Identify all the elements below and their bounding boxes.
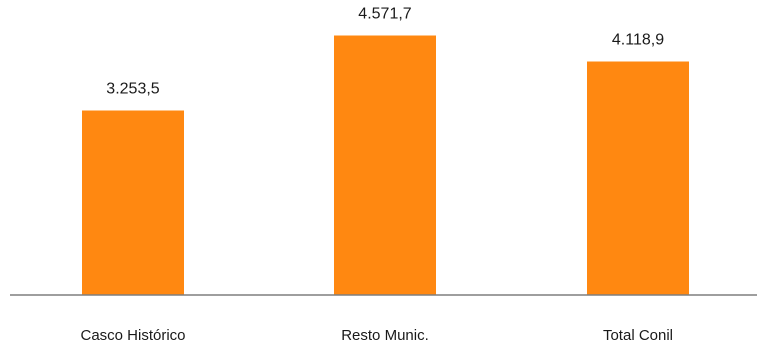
- data-label-2: 4.118,9: [612, 31, 664, 48]
- data-label-1: 4.571,7: [358, 6, 411, 23]
- bar-0: [82, 110, 184, 295]
- category-label-1: Resto Munic.: [341, 327, 429, 344]
- bar-1: [334, 35, 436, 295]
- bars-group: [82, 35, 689, 295]
- data-labels-group: 3.253,5 4.571,7 4.118,9: [106, 6, 664, 98]
- category-label-0: Casco Histórico: [80, 327, 185, 344]
- category-label-2: Total Conil: [603, 327, 673, 344]
- category-labels-group: Casco Histórico Resto Munic. Total Conil: [80, 327, 673, 344]
- data-label-0: 3.253,5: [106, 80, 159, 97]
- bar-2: [587, 61, 689, 295]
